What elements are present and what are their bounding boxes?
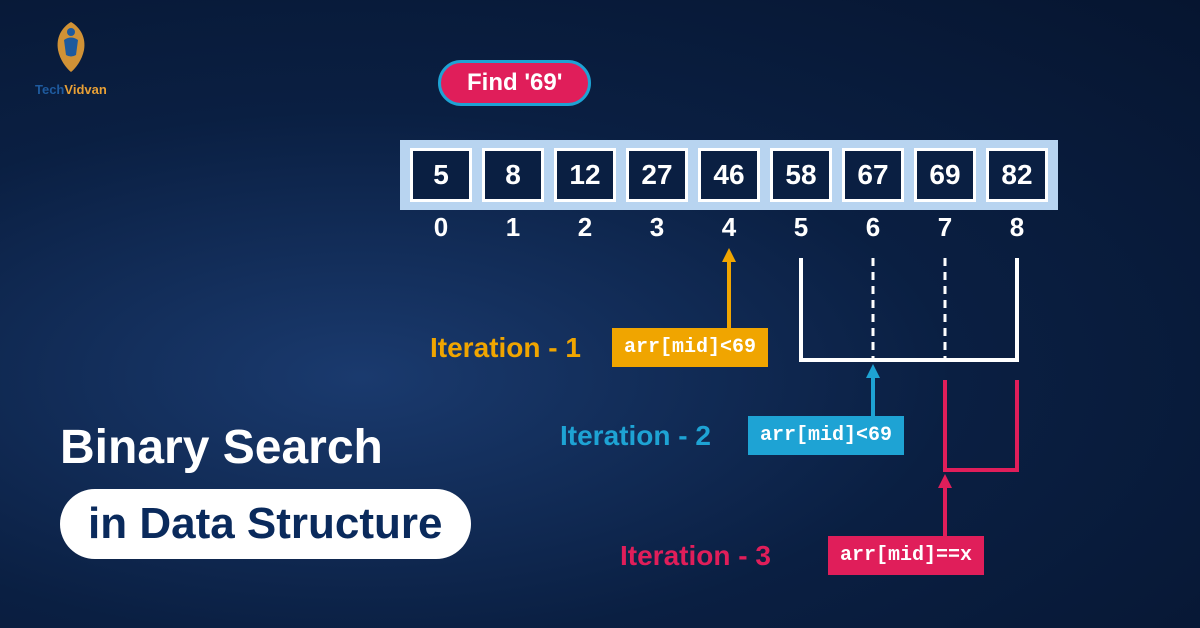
array-cell: 12 xyxy=(554,148,616,202)
logo-icon xyxy=(46,20,96,75)
array-cell: 46 xyxy=(698,148,760,202)
array-cell: 8 xyxy=(482,148,544,202)
arrowhead-iter3 xyxy=(938,474,952,488)
array-cell: 69 xyxy=(914,148,976,202)
iteration1-label: Iteration - 1 xyxy=(430,332,581,364)
title-line2: in Data Structure xyxy=(60,489,471,559)
index-cell: 0 xyxy=(410,212,472,243)
array-container: 5 8 12 27 46 58 67 69 82 xyxy=(400,140,1058,210)
array-cell: 67 xyxy=(842,148,904,202)
iteration2-condition: arr[mid]<69 xyxy=(748,416,904,455)
array-cell: 5 xyxy=(410,148,472,202)
index-cell: 3 xyxy=(626,212,688,243)
iteration2-label: Iteration - 2 xyxy=(560,420,711,452)
index-cell: 8 xyxy=(986,212,1048,243)
bracket-iter1 xyxy=(801,258,1017,360)
title-block: Binary Search in Data Structure xyxy=(60,420,471,559)
index-cell: 5 xyxy=(770,212,832,243)
array-cell: 82 xyxy=(986,148,1048,202)
index-cell: 4 xyxy=(698,212,760,243)
find-badge: Find '69' xyxy=(438,60,591,106)
iteration1-condition: arr[mid]<69 xyxy=(612,328,768,367)
logo: TechVidvan xyxy=(35,20,107,97)
title-line1: Binary Search xyxy=(60,420,471,475)
arrowhead-iter1 xyxy=(722,248,736,262)
index-cell: 7 xyxy=(914,212,976,243)
logo-text: TechVidvan xyxy=(35,82,107,97)
index-cell: 2 xyxy=(554,212,616,243)
iteration3-condition: arr[mid]==x xyxy=(828,536,984,575)
array-cell: 27 xyxy=(626,148,688,202)
logo-text-part2: Vidvan xyxy=(64,82,106,97)
bracket-iter2 xyxy=(945,380,1017,470)
index-cell: 1 xyxy=(482,212,544,243)
array-cell: 58 xyxy=(770,148,832,202)
index-cell: 6 xyxy=(842,212,904,243)
logo-text-part1: Tech xyxy=(35,82,64,97)
iteration3-label: Iteration - 3 xyxy=(620,540,771,572)
arrowhead-iter2 xyxy=(866,364,880,378)
index-row: 0 1 2 3 4 5 6 7 8 xyxy=(400,212,1058,243)
